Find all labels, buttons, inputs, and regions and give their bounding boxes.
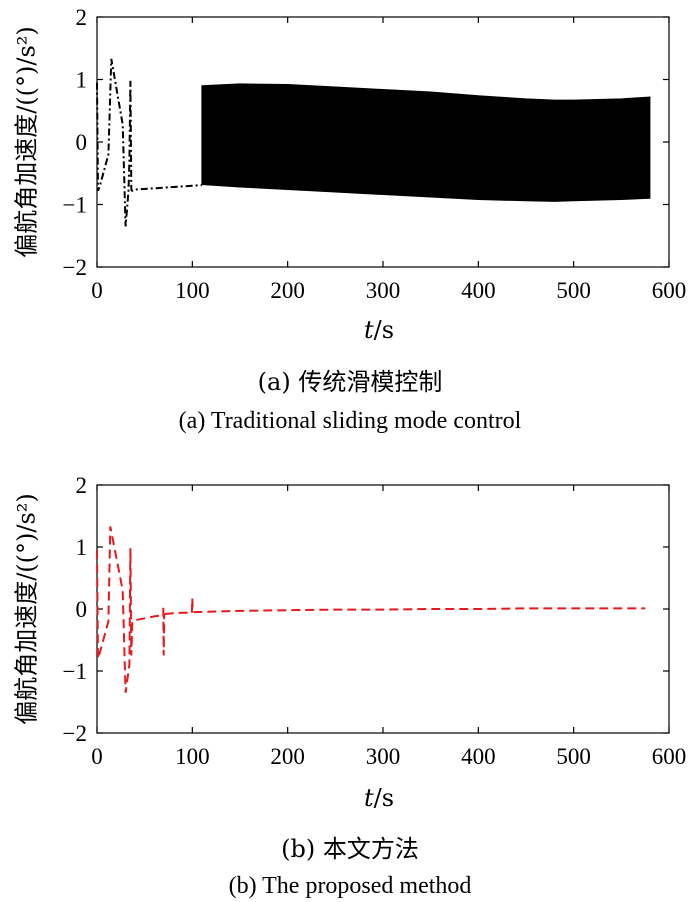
chart-a-caption-cn: (a) 传统滑模控制	[258, 368, 443, 396]
chart-b-caption-en: (b) The proposed method	[229, 873, 472, 899]
x-tick-label: 300	[366, 744, 401, 769]
chart-a-chatter-band	[201, 83, 651, 202]
x-tick-label: 500	[556, 278, 591, 303]
chart-a-x-axis-label: t/s	[364, 316, 394, 344]
x-tick-label: 200	[270, 278, 305, 303]
y-tick-label: 2	[76, 473, 88, 498]
y-tick-label: 1	[76, 68, 88, 93]
chart-b-ticks: 0 100 200 300 400 500 600 −2 −1 0 1 2	[63, 473, 687, 769]
chart-a-series	[96, 58, 651, 227]
chart-b-series-segment	[96, 526, 163, 693]
chart-a-caption-en: (a) Traditional sliding mode control	[179, 408, 522, 434]
chart-a-plot-area: 0 100 200 300 400 500 600 −2 −1 0 1 2	[63, 5, 687, 303]
x-tick-label: 200	[270, 744, 305, 769]
chart-a-series-line	[96, 58, 202, 227]
x-tick-label: 0	[91, 744, 103, 769]
chart-b-series	[96, 526, 646, 693]
x-tick-label: 300	[366, 278, 401, 303]
y-tick-label: 1	[76, 535, 88, 560]
chart-b-series-segment	[190, 598, 194, 613]
x-tick-label: 100	[175, 744, 210, 769]
x-tick-label: 400	[461, 278, 496, 303]
chart-a: 0 100 200 300 400 500 600 −2 −1 0 1 2 偏航角加速度/((°)/s…	[13, 5, 687, 434]
x-tick-label: 600	[652, 744, 687, 769]
y-tick-label: 0	[76, 130, 88, 155]
chart-b-x-axis-label: t/s	[364, 784, 394, 812]
chart-b-plot-area: 0 100 200 300 400 500 600 −2 −1 0 1 2	[63, 473, 687, 769]
x-tick-label: 100	[175, 278, 210, 303]
chart-b-series-segment	[193, 607, 646, 614]
x-tick-label: 0	[91, 278, 103, 303]
chart-b-series-segment	[164, 611, 192, 615]
x-tick-label: 600	[652, 278, 687, 303]
y-tick-label: −1	[63, 659, 87, 684]
chart-a-y-axis-label: 偏航角加速度/((°)/s²)	[13, 26, 41, 258]
x-tick-label: 500	[556, 744, 591, 769]
y-tick-label: −1	[63, 193, 87, 218]
chart-b: 0 100 200 300 400 500 600 −2 −1 0 1 2 偏航角加速度/((°)/s…	[13, 473, 687, 899]
chart-b-y-axis-label: 偏航角加速度/((°)/s²)	[13, 493, 41, 725]
x-tick-label: 400	[461, 744, 496, 769]
y-tick-label: −2	[63, 255, 87, 280]
y-tick-label: 0	[76, 597, 88, 622]
chart-a-ticks: 0 100 200 300 400 500 600 −2 −1 0 1 2	[63, 5, 687, 303]
y-tick-label: −2	[63, 721, 87, 746]
y-tick-label: 2	[76, 5, 88, 30]
chart-b-caption-cn: (b) 本文方法	[281, 835, 419, 863]
chart-b-series-segment	[162, 607, 166, 656]
